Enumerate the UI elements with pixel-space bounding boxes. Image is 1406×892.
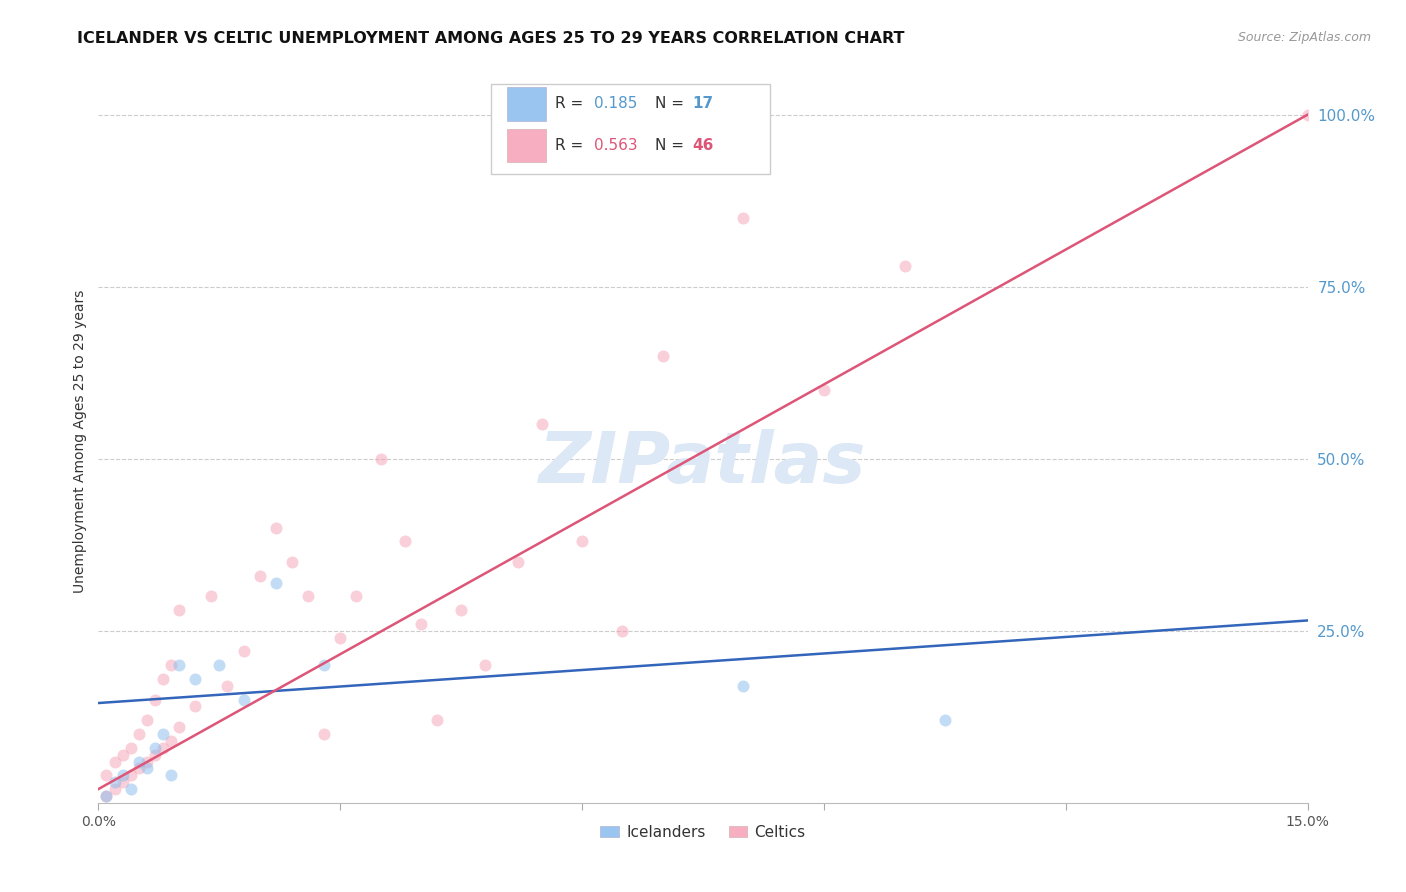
Point xyxy=(232,644,254,658)
Point xyxy=(208,658,231,673)
FancyBboxPatch shape xyxy=(508,128,546,162)
Point xyxy=(120,782,142,797)
Point xyxy=(733,211,755,225)
Point xyxy=(96,789,118,803)
Point xyxy=(409,616,432,631)
Point xyxy=(450,603,472,617)
Point xyxy=(128,761,150,775)
Point xyxy=(184,672,207,686)
Text: Source: ZipAtlas.com: Source: ZipAtlas.com xyxy=(1237,31,1371,45)
Point xyxy=(96,789,118,803)
Point xyxy=(249,568,271,582)
Point xyxy=(167,720,190,734)
Point xyxy=(135,755,157,769)
Point xyxy=(530,417,553,432)
Point xyxy=(314,658,336,673)
Text: 46: 46 xyxy=(692,138,713,153)
Point xyxy=(160,658,183,673)
Point xyxy=(111,747,134,762)
Point xyxy=(344,590,367,604)
Point xyxy=(893,259,915,273)
Point xyxy=(152,672,174,686)
Text: ICELANDER VS CELTIC UNEMPLOYMENT AMONG AGES 25 TO 29 YEARS CORRELATION CHART: ICELANDER VS CELTIC UNEMPLOYMENT AMONG A… xyxy=(77,31,905,46)
Point xyxy=(160,768,183,782)
Point xyxy=(96,768,118,782)
Text: 0.185: 0.185 xyxy=(595,96,637,112)
Point xyxy=(128,727,150,741)
Point xyxy=(143,747,166,762)
Point xyxy=(264,520,287,534)
Point xyxy=(506,555,529,569)
FancyBboxPatch shape xyxy=(492,84,769,174)
Point xyxy=(160,734,183,748)
Point xyxy=(143,740,166,755)
Point xyxy=(571,534,593,549)
Point xyxy=(329,631,352,645)
Y-axis label: Unemployment Among Ages 25 to 29 years: Unemployment Among Ages 25 to 29 years xyxy=(73,290,87,593)
Point xyxy=(934,713,956,727)
Point xyxy=(217,679,239,693)
Point xyxy=(733,679,755,693)
Point xyxy=(314,727,336,741)
Point xyxy=(184,699,207,714)
Point xyxy=(813,383,835,397)
Point xyxy=(128,755,150,769)
Point xyxy=(152,727,174,741)
Point xyxy=(232,692,254,706)
Legend: Icelanders, Celtics: Icelanders, Celtics xyxy=(595,819,811,846)
Point xyxy=(120,768,142,782)
Point xyxy=(394,534,416,549)
Point xyxy=(474,658,496,673)
Text: N =: N = xyxy=(655,138,689,153)
Point xyxy=(167,658,190,673)
Point xyxy=(1296,108,1319,122)
Text: ZIPatlas: ZIPatlas xyxy=(540,429,866,498)
Point xyxy=(167,603,190,617)
Point xyxy=(281,555,304,569)
Point xyxy=(103,755,125,769)
Point xyxy=(143,692,166,706)
Text: N =: N = xyxy=(655,96,689,112)
Point xyxy=(200,590,222,604)
Point xyxy=(264,575,287,590)
Point xyxy=(297,590,319,604)
Point xyxy=(103,775,125,789)
Point xyxy=(152,740,174,755)
Point xyxy=(103,782,125,797)
Text: 17: 17 xyxy=(692,96,713,112)
FancyBboxPatch shape xyxy=(508,87,546,120)
Point xyxy=(111,775,134,789)
Point xyxy=(135,761,157,775)
Point xyxy=(426,713,449,727)
Point xyxy=(370,451,392,466)
Point xyxy=(135,713,157,727)
Text: R =: R = xyxy=(555,96,589,112)
Point xyxy=(612,624,634,638)
Text: R =: R = xyxy=(555,138,589,153)
Point xyxy=(111,768,134,782)
Point xyxy=(120,740,142,755)
Point xyxy=(651,349,673,363)
Text: 0.563: 0.563 xyxy=(595,138,638,153)
